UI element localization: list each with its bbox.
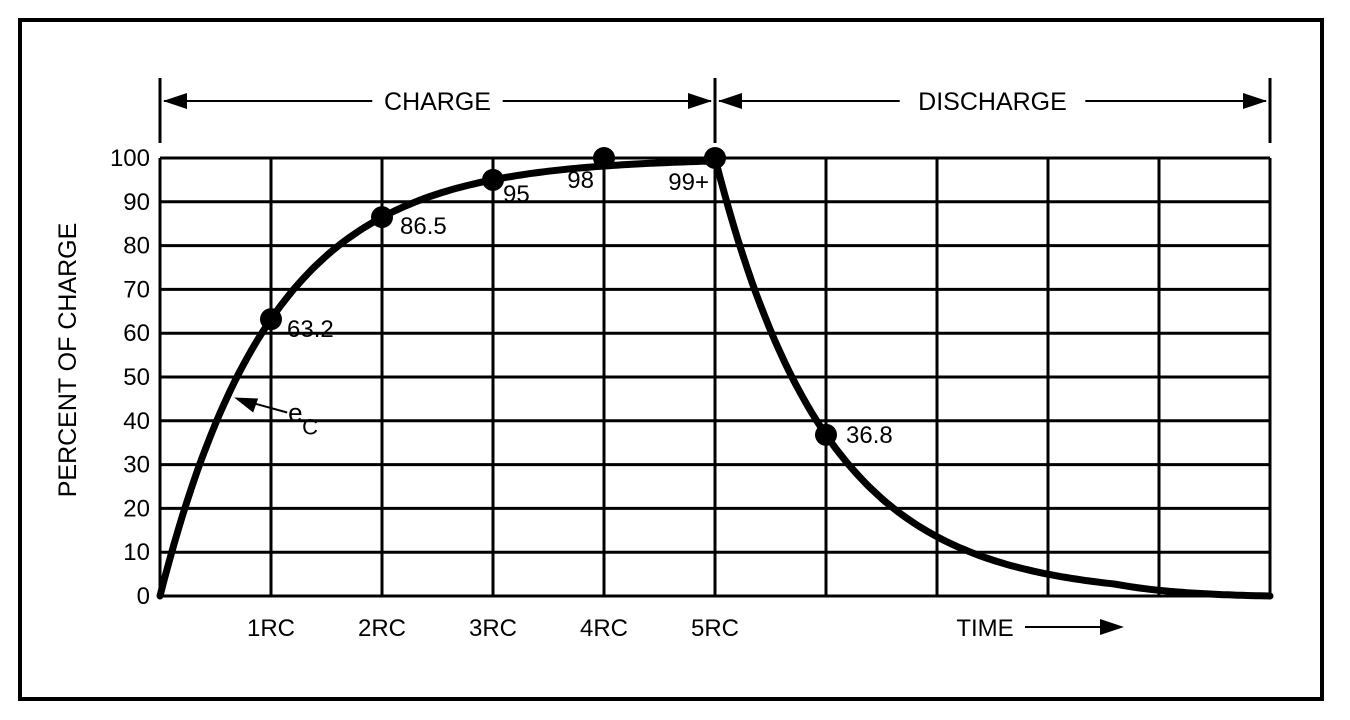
x-axis-label-group: TIME xyxy=(956,615,1124,642)
y-tick-label: 90 xyxy=(123,189,150,216)
phase-arrow-head-left xyxy=(163,93,187,109)
data-label: 63.2 xyxy=(287,316,334,343)
phase-label: DISCHARGE xyxy=(918,88,1067,116)
phase-arrow-head-left xyxy=(718,93,742,109)
data-points: 63.2 86.5 95 98 99+ 36.8 xyxy=(260,147,893,449)
time-arrow-head xyxy=(1100,619,1124,635)
data-label: 98 xyxy=(567,167,594,194)
figure-frame xyxy=(18,18,1324,701)
y-tick-labels: 0 10 20 30 40 50 60 70 80 90 100 xyxy=(110,145,150,610)
phase-arrow-head-right xyxy=(688,93,712,109)
x-tick-labels: 1RC 2RC 3RC 4RC 5RC xyxy=(247,615,739,642)
curve-label-arrow-head xyxy=(234,397,259,413)
y-tick-label: 20 xyxy=(123,495,150,522)
y-tick-label: 10 xyxy=(123,539,150,566)
grid xyxy=(158,156,1272,598)
x-tick-label: 3RC xyxy=(469,615,517,642)
x-tick-label: 4RC xyxy=(580,615,628,642)
y-tick-label: 0 xyxy=(137,583,150,610)
y-tick-label: 30 xyxy=(123,452,150,479)
data-label: 86.5 xyxy=(400,213,447,240)
curve-label-subscript: C xyxy=(302,415,318,440)
y-tick-label: 40 xyxy=(123,408,150,435)
data-point xyxy=(260,308,282,331)
x-tick-label: 2RC xyxy=(358,615,406,642)
data-point xyxy=(704,147,726,169)
data-label: 99+ xyxy=(668,169,709,196)
data-label: 36.8 xyxy=(846,422,893,449)
y-tick-label: 80 xyxy=(123,233,150,260)
y-tick-label: 70 xyxy=(123,276,150,303)
phase-indicators: CHARGE DISCHARGE xyxy=(158,78,1272,143)
y-tick-label: 100 xyxy=(110,145,150,172)
data-point xyxy=(482,168,504,191)
curve-label: e xyxy=(288,398,302,428)
y-tick-label: 50 xyxy=(123,364,150,391)
data-point xyxy=(815,423,837,446)
phase-arrow-head-right xyxy=(1243,93,1267,109)
y-axis-label: PERCENT OF CHARGE xyxy=(54,223,82,498)
x-axis-label: TIME xyxy=(956,615,1013,642)
data-label: 95 xyxy=(503,181,530,208)
data-point xyxy=(593,147,615,169)
phase-label: CHARGE xyxy=(384,88,491,116)
data-point xyxy=(371,206,393,229)
y-tick-label: 60 xyxy=(123,320,150,347)
x-tick-label: 1RC xyxy=(247,615,295,642)
x-tick-label: 5RC xyxy=(691,615,739,642)
